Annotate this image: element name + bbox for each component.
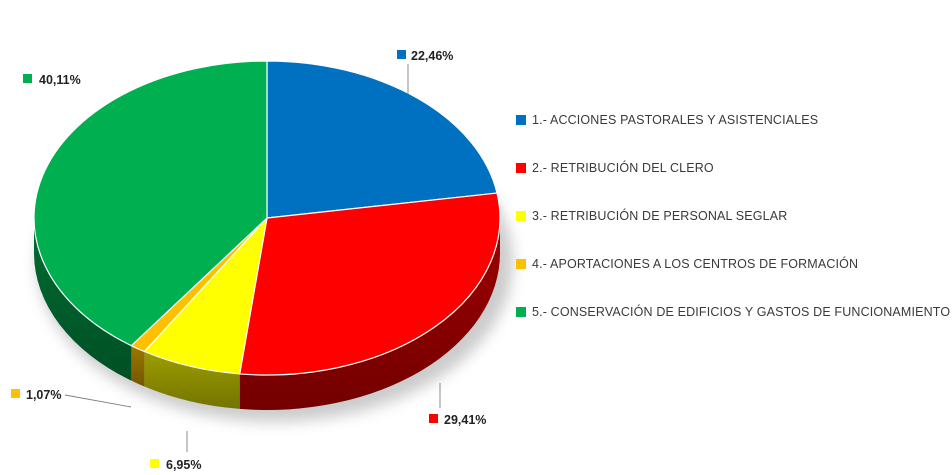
pie-slice-5 [33,60,268,347]
legend-label: 3.- RETRIBUCIÓN DE PERSONAL SEGLAR [532,209,788,223]
data-label-marker-1 [397,50,406,59]
data-label-3: 6,95% [166,458,201,472]
legend-swatch [516,211,526,221]
pie-slice-side-2 [239,218,501,410]
data-label-1: 22,46% [411,49,453,63]
legend-item-4: 4.- APORTACIONES A LOS CENTROS DE FORMAC… [516,240,950,288]
legend-item-5: 5.- CONSERVACIÓN DE EDIFICIOS Y GASTOS D… [516,288,950,336]
legend-item-2: 2.- RETRIBUCIÓN DEL CLERO [516,144,950,192]
data-label-marker-3 [150,459,159,468]
legend-swatch [516,163,526,173]
pie-slice-side-5 [34,218,132,381]
legend-label: 2.- RETRIBUCIÓN DEL CLERO [532,161,714,175]
data-label-5: 40,11% [39,73,81,87]
leader-line-4 [64,394,132,408]
pie-slice-2 [239,192,501,376]
data-label-marker-2 [429,414,438,423]
pie-slice-side-3 [144,351,240,409]
legend-label: 1.- ACCIONES PASTORALES Y ASISTENCIALES [532,113,819,127]
data-label-marker-4 [11,389,20,398]
legend-label: 4.- APORTACIONES A LOS CENTROS DE FORMAC… [532,257,859,271]
pie-slice-1 [266,60,498,219]
legend-swatch [516,307,526,317]
data-label-4: 1,07% [26,388,61,402]
legend-swatch [516,259,526,269]
legend-item-3: 3.- RETRIBUCIÓN DE PERSONAL SEGLAR [516,192,950,240]
pie-slice-side-4 [131,345,145,387]
legend-label: 5.- CONSERVACIÓN DE EDIFICIOS Y GASTOS D… [532,305,951,319]
data-label-marker-5 [23,74,32,83]
chart-legend: 1.- ACCIONES PASTORALES Y ASISTENCIALES … [516,96,950,336]
data-label-2: 29,41% [444,413,486,427]
legend-swatch [516,115,526,125]
legend-item-1: 1.- ACCIONES PASTORALES Y ASISTENCIALES [516,96,950,144]
